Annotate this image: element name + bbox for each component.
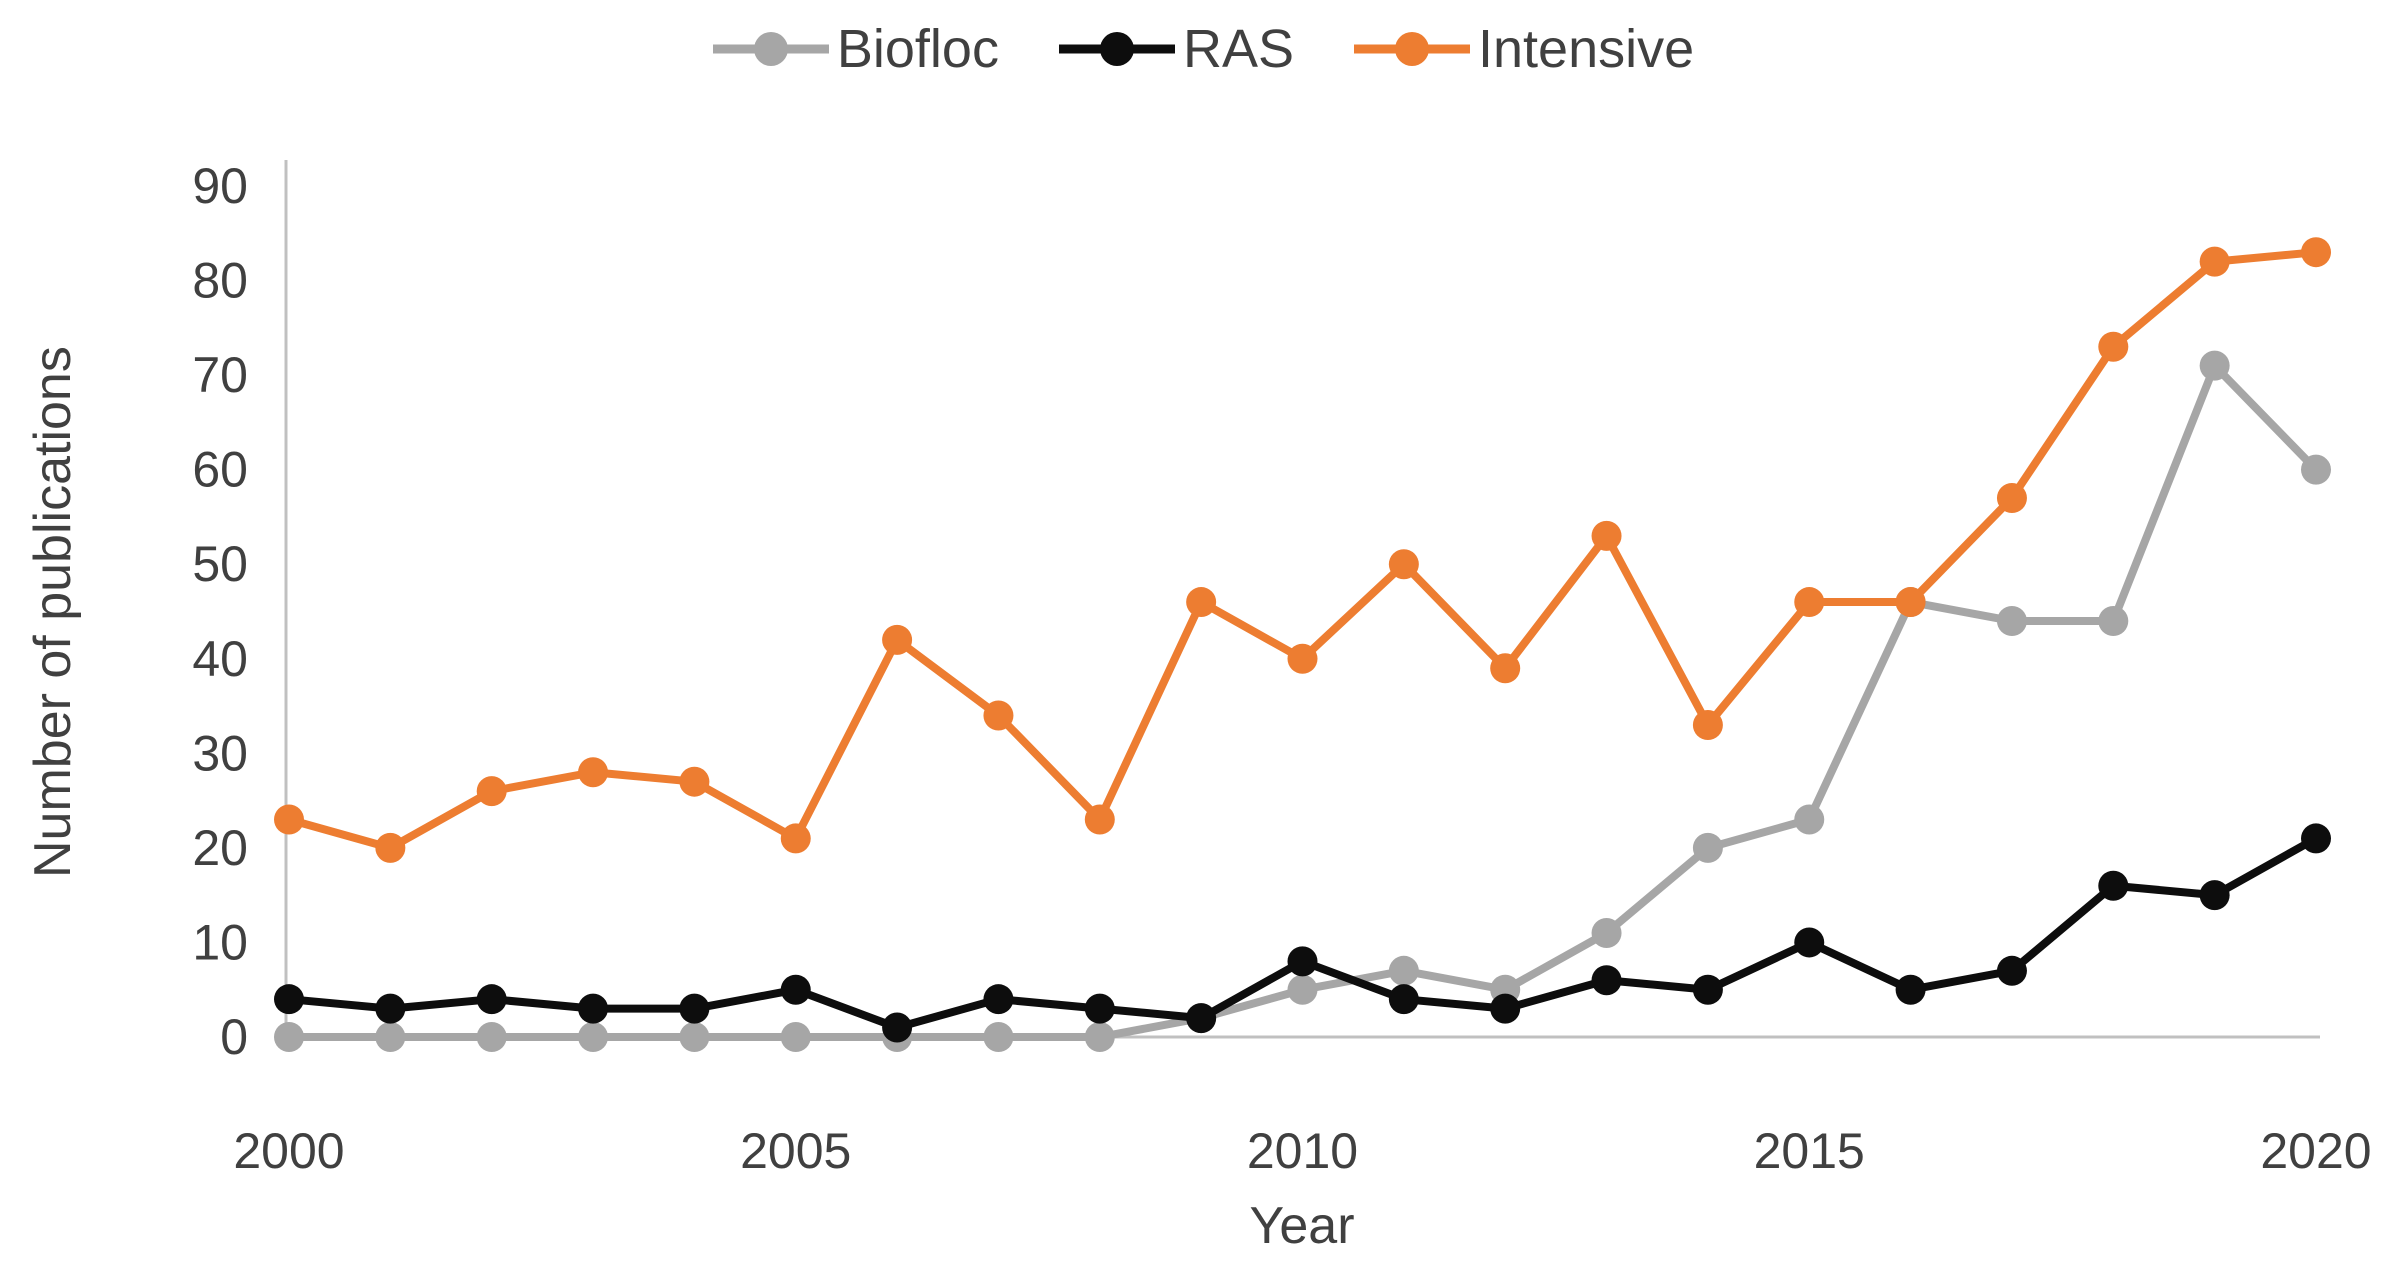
data-point-biofloc-2019 [2199,350,2230,381]
y-tick-label: 40 [192,631,248,687]
data-point-biofloc-2014 [1692,832,1723,863]
legend: Biofloc RAS Intensive [0,22,2405,76]
x-tick-label: 2010 [1247,1123,1358,1179]
data-point-intensive-2013 [1591,520,1622,551]
x-tick-label: 2015 [1754,1123,1865,1179]
data-point-intensive-2007 [983,700,1014,731]
x-tick-label: 2000 [233,1123,344,1179]
y-tick-label: 90 [192,158,248,214]
data-point-ras-2017 [1996,955,2027,986]
data-point-intensive-2003 [578,757,609,788]
data-point-biofloc-2002 [476,1022,507,1052]
data-point-biofloc-2020 [2301,454,2331,485]
data-point-biofloc-2008 [1084,1022,1115,1052]
data-point-intensive-2009 [1186,587,1217,618]
data-point-intensive-2016 [1895,587,1926,618]
data-point-biofloc-2007 [983,1022,1014,1052]
data-point-ras-2019 [2199,880,2230,911]
data-point-intensive-2004 [679,766,710,797]
data-point-intensive-2015 [1794,587,1825,618]
data-point-intensive-2011 [1388,549,1419,580]
data-point-ras-2020 [2301,823,2331,854]
data-point-intensive-2008 [1084,804,1115,835]
data-point-intensive-2018 [2098,331,2129,362]
data-point-ras-2009 [1186,1003,1217,1034]
data-point-biofloc-2001 [375,1022,406,1052]
data-point-intensive-2005 [780,823,811,854]
data-point-ras-2005 [780,974,811,1005]
y-tick-label: 30 [192,725,248,781]
legend-item-ras: RAS [1057,22,1294,76]
y-tick-label: 60 [192,442,248,498]
legend-label: Intensive [1478,19,1695,79]
data-point-ras-2006 [882,1012,913,1043]
data-point-intensive-2001 [375,832,406,863]
data-point-biofloc-2017 [1996,605,2027,636]
data-point-intensive-2006 [882,624,913,655]
data-point-intensive-2000 [274,804,304,835]
data-point-ras-2012 [1490,993,1521,1024]
data-point-intensive-2017 [1996,483,2027,514]
data-point-biofloc-2003 [578,1022,609,1052]
data-point-ras-2007 [983,984,1014,1015]
data-point-ras-2015 [1794,927,1825,958]
data-point-intensive-2012 [1490,653,1521,684]
data-point-biofloc-2000 [274,1022,304,1052]
y-axis-title: Number of publications [24,346,82,878]
y-tick-label: 70 [192,347,248,403]
x-tick-label: 2020 [2260,1123,2371,1179]
data-point-intensive-2020 [2301,237,2331,268]
data-point-ras-2010 [1287,946,1318,977]
data-point-ras-2011 [1388,984,1419,1015]
y-tick-label: 0 [220,1009,248,1065]
data-point-ras-2000 [274,984,304,1015]
y-tick-label: 20 [192,820,248,876]
legend-label: Biofloc [836,19,999,79]
data-point-ras-2001 [375,993,406,1024]
data-point-ras-2002 [476,984,507,1015]
data-point-ras-2003 [578,993,609,1024]
data-point-biofloc-2005 [780,1022,811,1052]
x-axis-title: Year [1249,1197,1355,1255]
data-point-ras-2008 [1084,993,1115,1024]
data-point-ras-2013 [1591,965,1622,996]
data-point-biofloc-2010 [1287,974,1318,1005]
data-point-intensive-2010 [1287,643,1318,674]
x-tick-label: 2005 [740,1123,851,1179]
legend-marker-icon [1354,32,1470,66]
y-tick-label: 80 [192,253,248,309]
data-point-ras-2004 [679,993,710,1024]
data-point-biofloc-2011 [1388,955,1419,986]
data-point-intensive-2014 [1692,709,1723,740]
legend-marker-icon [712,32,829,66]
legend-label: RAS [1182,19,1294,79]
data-point-biofloc-2004 [679,1022,710,1052]
data-point-intensive-2002 [476,776,507,807]
data-point-ras-2018 [2098,870,2129,901]
data-point-ras-2014 [1692,974,1723,1005]
legend-item-biofloc: Biofloc [711,22,999,76]
y-tick-label: 50 [192,536,248,592]
data-point-biofloc-2018 [2098,605,2129,636]
y-tick-label: 10 [192,914,248,970]
data-point-ras-2016 [1895,974,1926,1005]
legend-item-intensive: Intensive [1352,22,1694,76]
data-point-biofloc-2015 [1794,804,1825,835]
series-line-biofloc [285,361,2320,1041]
data-point-biofloc-2013 [1591,917,1622,948]
data-point-intensive-2019 [2199,246,2230,277]
legend-marker-icon [1058,32,1175,66]
